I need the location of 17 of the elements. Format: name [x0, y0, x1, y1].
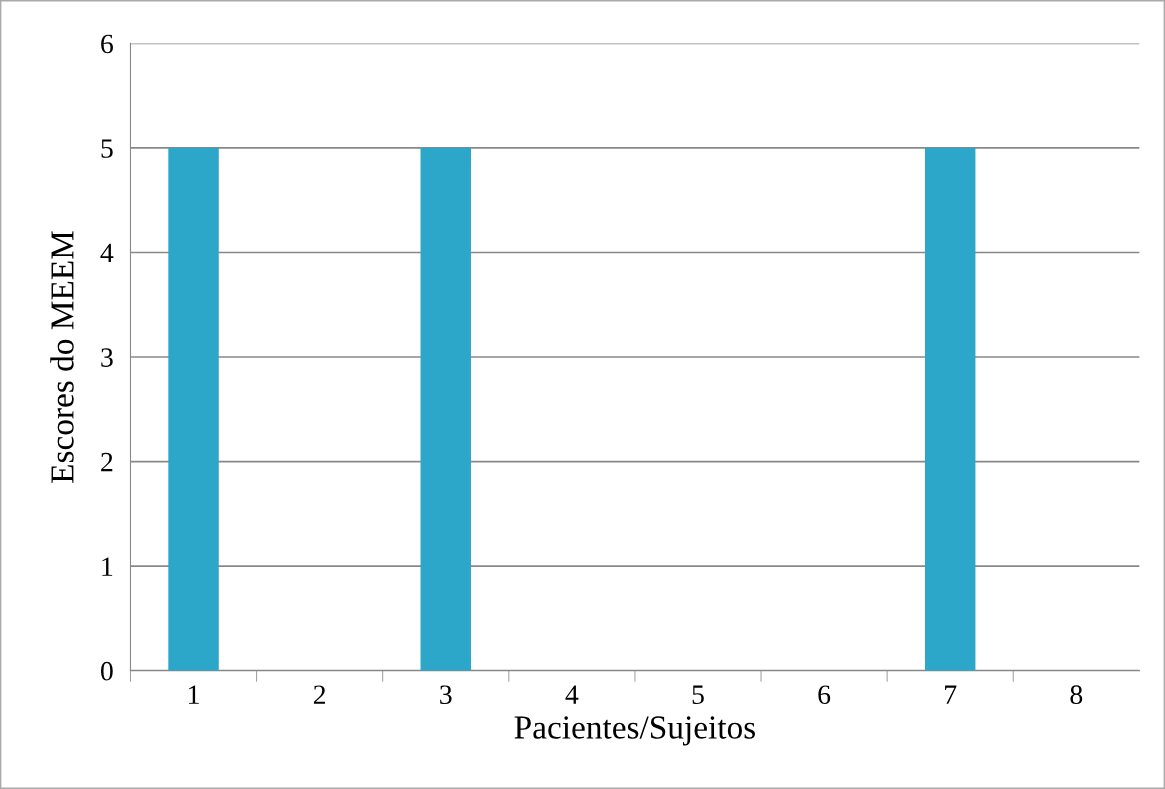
x-tick-label: 2: [313, 685, 326, 704]
x-axis-title: Pacientes/Sujeitos: [514, 716, 755, 746]
x-tick-label: 6: [818, 685, 831, 705]
y-tick-label: 0: [100, 661, 113, 681]
x-tick-label: 7: [945, 685, 957, 704]
y-tick-label: 4: [100, 243, 114, 263]
y-tick-label: 6: [101, 34, 113, 54]
y-tick-label: 1: [102, 557, 113, 576]
x-tick-label: 4: [565, 685, 579, 704]
x-tick-label: 5: [692, 685, 704, 705]
y-tick-label: 2: [101, 452, 113, 472]
y-tick-label: 5: [101, 139, 113, 158]
x-tick-label: 3: [440, 685, 452, 705]
x-tick-label: 8: [1070, 685, 1083, 705]
y-tick-label: 3: [101, 348, 113, 367]
x-tick-label: 1: [189, 685, 199, 704]
y-axis-title: Escores do MEEM: [50, 231, 74, 483]
